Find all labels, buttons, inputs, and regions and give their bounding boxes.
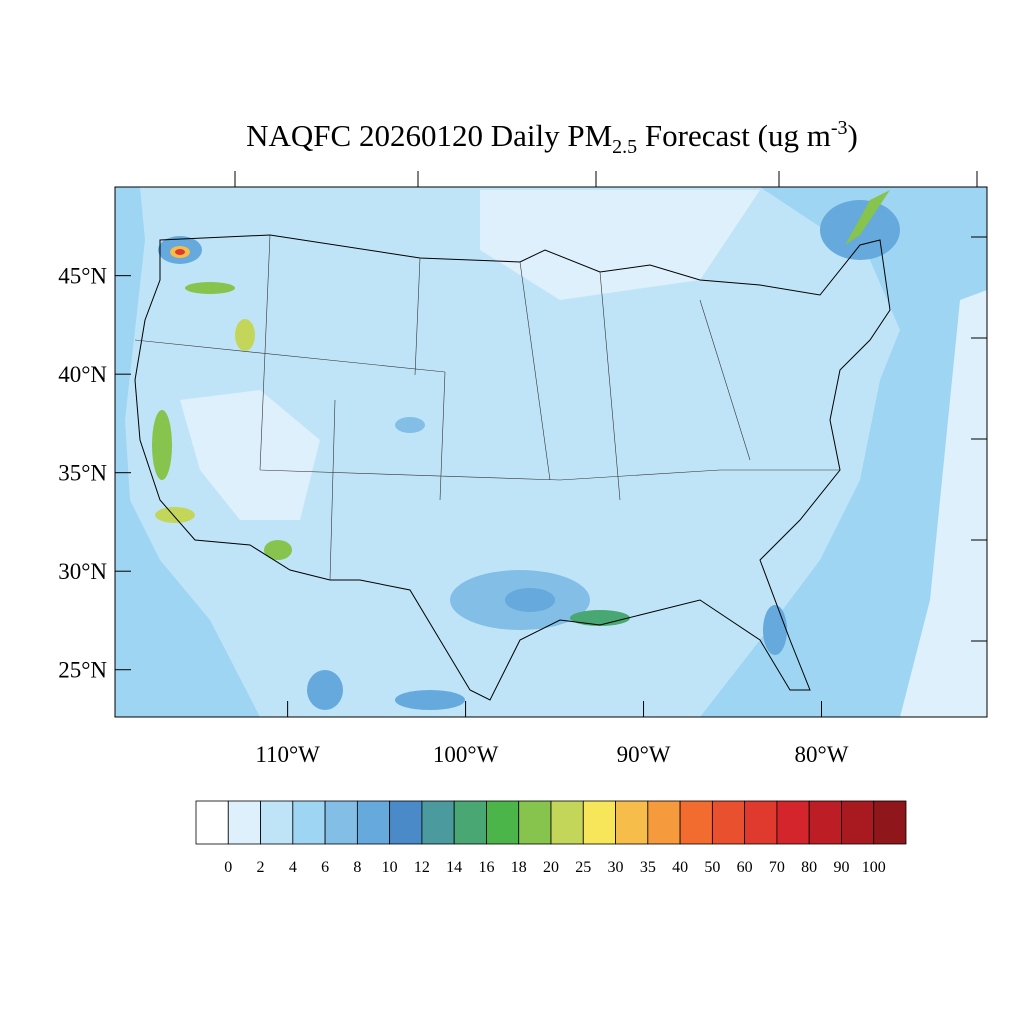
colorbar-box bbox=[679, 800, 713, 845]
colorbar-box bbox=[324, 800, 358, 845]
colorbar-box bbox=[647, 800, 681, 845]
lat-label: 30°N bbox=[58, 559, 107, 584]
colorbar-box bbox=[744, 800, 778, 845]
basin bbox=[180, 390, 320, 520]
colorbar-label: 4 bbox=[289, 859, 297, 876]
colorbar-box bbox=[550, 800, 584, 845]
us-outline bbox=[134, 234, 891, 701]
state-lines bbox=[134, 234, 840, 581]
title: NAQFC 20260120 Daily PM2.5 Forecast (ug … bbox=[246, 117, 858, 158]
colorbar-box bbox=[808, 800, 842, 845]
colorbar-box bbox=[615, 800, 649, 845]
colorbar-label: 50 bbox=[704, 859, 720, 876]
lat-label: 25°N bbox=[58, 658, 107, 683]
colorbar-label: 8 bbox=[353, 859, 361, 876]
colorbar-box bbox=[389, 800, 423, 845]
pacific bbox=[115, 187, 260, 717]
colorbar-label: 30 bbox=[608, 859, 624, 876]
colorbar-label: 16 bbox=[478, 859, 494, 876]
colorbar-label: 90 bbox=[833, 859, 849, 876]
colorbar-label: 100 bbox=[862, 859, 886, 876]
lon-label: 80°W bbox=[795, 742, 849, 767]
colorbar-label: 80 bbox=[801, 859, 817, 876]
colorbar-box bbox=[260, 800, 294, 845]
colorbar-label: 20 bbox=[543, 859, 559, 876]
title-middle: Forecast (ug m bbox=[637, 118, 831, 153]
colorbar-box bbox=[582, 800, 616, 845]
blob bbox=[175, 249, 185, 255]
blob bbox=[845, 190, 890, 245]
colorbar-box bbox=[486, 800, 520, 845]
colorbar-label: 60 bbox=[737, 859, 753, 876]
blob bbox=[235, 319, 255, 351]
north bbox=[480, 190, 760, 300]
colorbar-box bbox=[518, 800, 552, 845]
colorbar-label: 25 bbox=[575, 859, 591, 876]
lon-label: 100°W bbox=[433, 742, 499, 767]
blob bbox=[763, 605, 787, 655]
colorbar-label: 14 bbox=[446, 859, 462, 876]
colorbar-box bbox=[421, 800, 455, 845]
colorbar-box bbox=[841, 800, 875, 845]
blob bbox=[185, 282, 235, 294]
colorbar-label: 18 bbox=[511, 859, 527, 876]
colorbar-label: 35 bbox=[640, 859, 656, 876]
blob bbox=[570, 610, 630, 626]
lat-label: 45°N bbox=[58, 264, 107, 289]
lat-label: 40°N bbox=[58, 362, 107, 387]
lat-label: 35°N bbox=[58, 461, 107, 486]
blob bbox=[152, 410, 172, 480]
blob bbox=[155, 507, 195, 523]
blob bbox=[505, 588, 555, 612]
blob bbox=[395, 417, 425, 433]
colorbar-label: 12 bbox=[414, 859, 430, 876]
colorbar-box bbox=[711, 800, 746, 845]
title-main: NAQFC 20260120 Daily PM bbox=[246, 118, 612, 153]
colorbar-box bbox=[356, 800, 391, 845]
blob bbox=[307, 670, 343, 710]
colorbar-box bbox=[776, 800, 810, 845]
colorbar-label: 40 bbox=[672, 859, 688, 876]
colorbar-box bbox=[453, 800, 487, 845]
map-frame bbox=[114, 186, 988, 718]
lon-label: 110°W bbox=[255, 742, 320, 767]
colorbar-label: 6 bbox=[321, 859, 329, 876]
blob bbox=[395, 690, 465, 710]
colorbar-box bbox=[195, 800, 229, 845]
colorbar-label: 10 bbox=[382, 859, 398, 876]
colorbar-box bbox=[873, 800, 907, 845]
colorbar-label: 70 bbox=[769, 859, 785, 876]
far-ocean bbox=[900, 290, 987, 717]
lon-label: 90°W bbox=[617, 742, 671, 767]
map-field bbox=[114, 171, 988, 718]
colorbar-label: 0 bbox=[224, 859, 232, 876]
title-sup: -3 bbox=[831, 117, 848, 139]
colorbar-box bbox=[227, 800, 261, 845]
frame-ticks bbox=[234, 171, 987, 642]
title-end: ) bbox=[848, 118, 858, 153]
colorbar-box bbox=[292, 800, 326, 845]
atlantic bbox=[700, 187, 987, 717]
blob bbox=[264, 540, 292, 560]
colorbar-label: 2 bbox=[257, 859, 265, 876]
title-sub: 2.5 bbox=[612, 136, 637, 158]
